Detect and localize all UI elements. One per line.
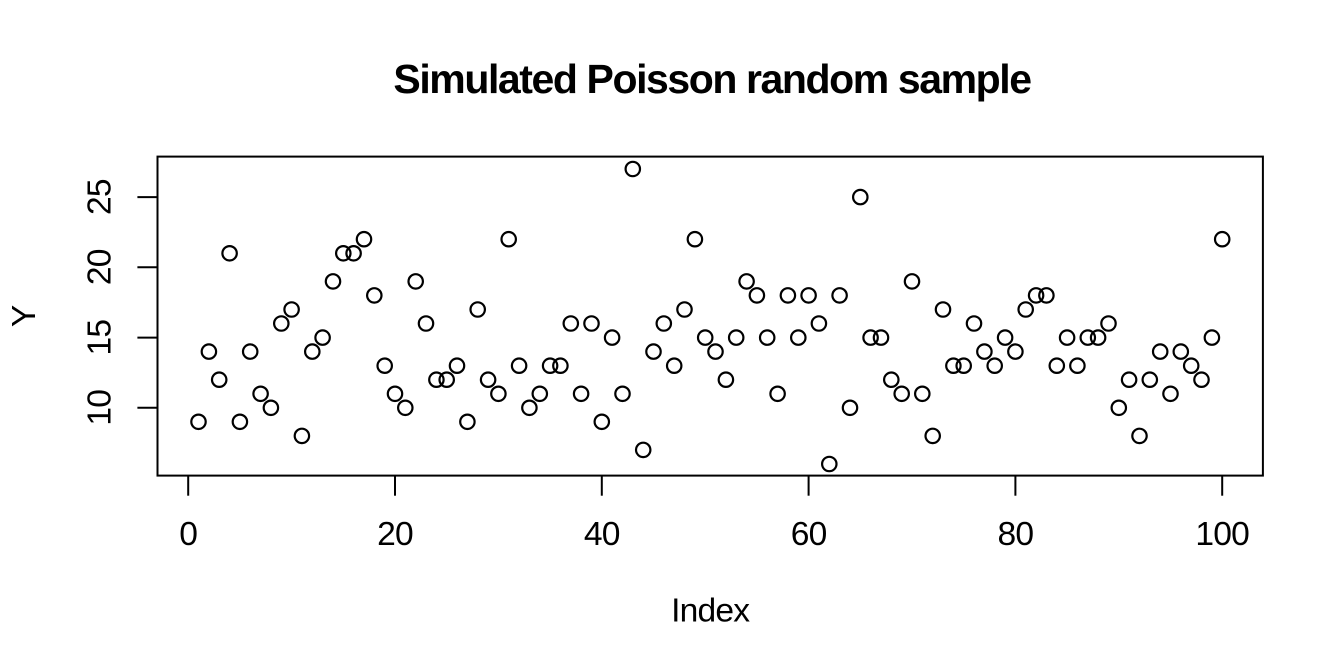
svg-text:Y: Y — [6, 305, 43, 327]
svg-text:Index: Index — [671, 593, 750, 630]
svg-text:0: 0 — [179, 516, 197, 553]
svg-text:10: 10 — [81, 390, 118, 426]
svg-text:60: 60 — [791, 516, 827, 553]
svg-text:100: 100 — [1195, 516, 1249, 553]
svg-text:15: 15 — [81, 320, 118, 356]
svg-text:40: 40 — [584, 516, 620, 553]
svg-text:80: 80 — [998, 516, 1034, 553]
svg-text:20: 20 — [81, 249, 118, 285]
svg-text:25: 25 — [81, 179, 118, 215]
svg-text:20: 20 — [377, 516, 413, 553]
svg-text:Simulated Poisson random sampl: Simulated Poisson random sample — [393, 56, 1031, 102]
